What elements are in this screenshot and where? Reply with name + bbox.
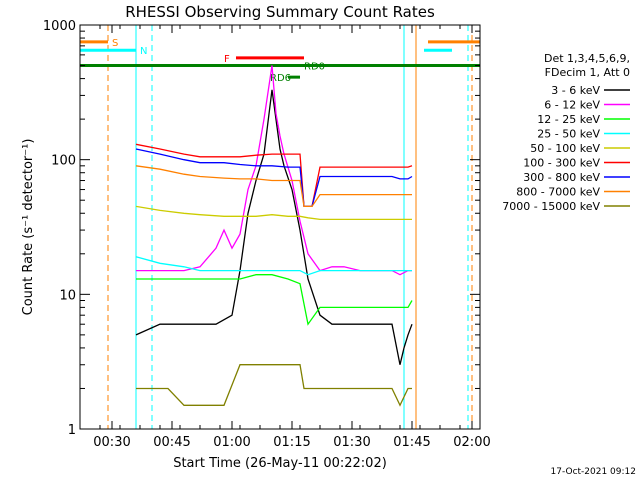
x-tick-label: 01:30	[333, 435, 370, 450]
series-line	[135, 143, 413, 208]
state-bar-label: S	[112, 38, 118, 49]
x-tick-label: 01:15	[273, 435, 310, 450]
series-line	[135, 205, 412, 221]
chart-title: RHESSI Observing Summary Count Rates	[125, 3, 435, 21]
state-bar-label: N	[140, 46, 147, 57]
x-tick-label: 00:30	[93, 435, 130, 450]
legend-label: 50 - 100 keV	[530, 142, 600, 155]
series-line	[136, 364, 412, 407]
legend-label: 25 - 50 keV	[537, 128, 600, 141]
y-tick-label: 1	[68, 423, 76, 438]
legend-label: 7000 - 15000 keV	[502, 200, 600, 213]
y-tick-label: 10	[59, 288, 76, 303]
y-axis: 1 10 100 1000	[43, 19, 480, 438]
series-line	[135, 165, 412, 208]
series-line	[135, 89, 413, 365]
x-tick-label: 02:00	[453, 435, 490, 450]
legend-label: 100 - 300 keV	[523, 157, 600, 170]
x-tick-label: 01:45	[393, 435, 430, 450]
x-tick-label: 00:45	[153, 435, 190, 450]
state-bar-label: F	[224, 54, 230, 65]
series-line	[135, 256, 412, 276]
state-bar-label: RD6	[270, 73, 291, 84]
timestamp: 17-Oct-2021 09:12	[551, 467, 636, 477]
legend-header: Det 1,3,4,5,6,9,	[544, 52, 630, 65]
attenuator-bars: S N F RD0 RD6	[80, 38, 480, 84]
vertical-markers	[107, 25, 473, 429]
legend-label: 12 - 25 keV	[537, 113, 600, 126]
y-axis-label: Count Rate (s⁻¹ detector⁻¹)	[21, 139, 36, 316]
y-tick-label: 1000	[43, 19, 76, 34]
x-tick-label: 01:00	[213, 435, 250, 450]
y-tick-label: 100	[51, 154, 76, 169]
series-line	[135, 148, 413, 208]
legend-label: 3 - 6 keV	[551, 84, 600, 97]
legend-label: 800 - 7000 keV	[516, 186, 600, 199]
x-axis-label: Start Time (26-May-11 00:22:02)	[173, 456, 387, 471]
legend: Det 1,3,4,5,6,9,FDecim 1, Att 0 3 - 6 keV…	[502, 52, 630, 213]
legend-label: 300 - 800 keV	[523, 171, 600, 184]
series-lines	[135, 65, 413, 407]
series-line	[136, 274, 413, 326]
state-bar-label: RD0	[304, 62, 325, 73]
legend-header: FDecim 1, Att 0	[545, 66, 630, 79]
legend-label: 6 - 12 keV	[544, 99, 600, 112]
x-axis: 00:30 00:45 01:00 01:15 01:30 01:45 02:00	[79, 25, 491, 450]
